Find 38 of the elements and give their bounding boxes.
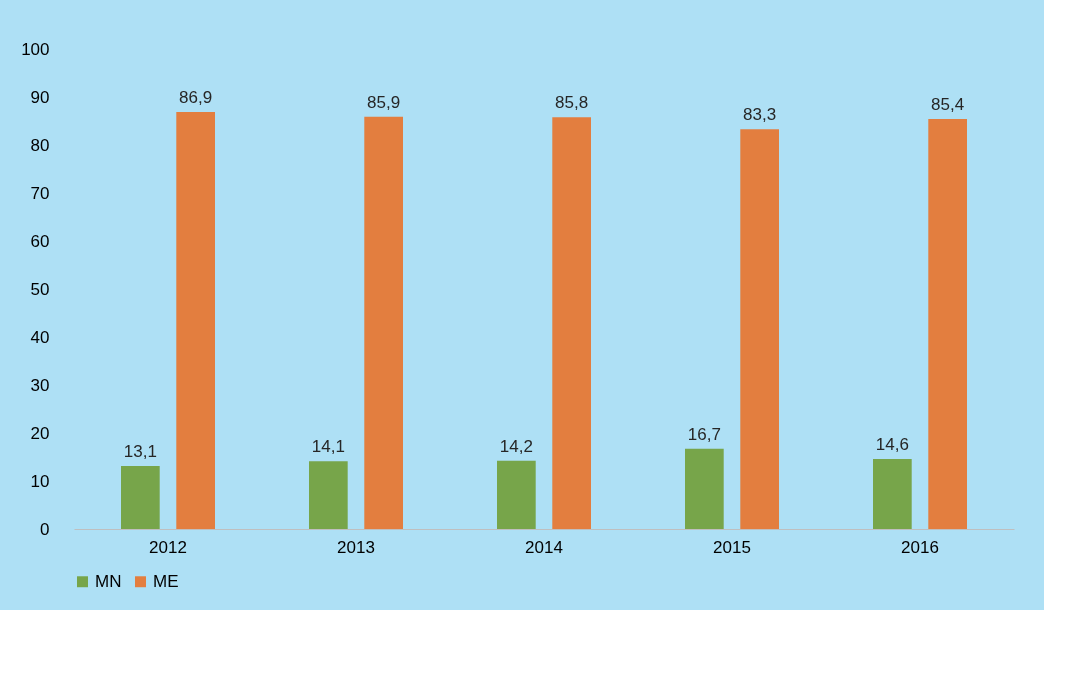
y-tick-label: 20 [30, 423, 50, 443]
y-tick-label: 30 [30, 375, 50, 395]
y-tick-label: 10 [30, 471, 50, 491]
data-label: 14,6 [875, 434, 909, 454]
bar [176, 111, 215, 529]
data-label: 85,4 [931, 95, 965, 115]
data-label: 86,9 [179, 87, 213, 107]
x-tick-label: 2016 [901, 537, 939, 557]
data-label: 13,1 [123, 442, 157, 462]
x-tick-label: 2014 [525, 537, 563, 557]
y-tick-label: 40 [30, 327, 50, 347]
bar [740, 129, 779, 529]
data-label: 14,1 [311, 437, 345, 457]
y-tick-label: 0 [40, 519, 50, 539]
bar [497, 460, 536, 529]
bar [309, 461, 348, 529]
x-tick-label: 2015 [713, 537, 751, 557]
x-tick-label: 2012 [149, 537, 187, 557]
legend-label: MN [95, 571, 122, 591]
x-tick-label: 2013 [337, 537, 375, 557]
bar [364, 116, 403, 529]
y-tick-label: 90 [30, 87, 50, 107]
y-tick-label: 100 [21, 39, 50, 59]
y-tick-label: 70 [30, 183, 50, 203]
bar [121, 466, 160, 529]
data-label: 85,9 [367, 92, 401, 112]
bar [685, 448, 724, 529]
y-tick-label: 80 [30, 135, 50, 155]
bar [873, 458, 912, 529]
bar [928, 119, 967, 529]
bar [552, 117, 591, 529]
y-tick-label: 50 [30, 279, 50, 299]
data-label: 83,3 [743, 105, 777, 125]
data-label: 14,2 [499, 436, 533, 456]
y-tick-label: 60 [30, 231, 50, 251]
legend-label: ME [153, 571, 179, 591]
data-label: 16,7 [687, 424, 721, 444]
data-label: 85,8 [555, 93, 589, 113]
